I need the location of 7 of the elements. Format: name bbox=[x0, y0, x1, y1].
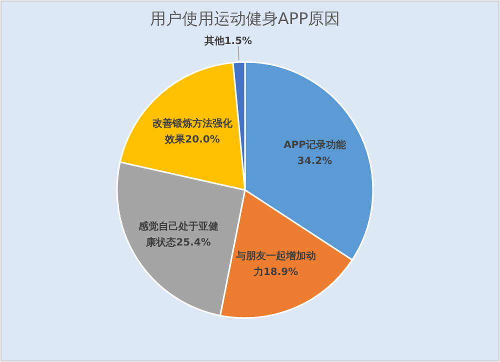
data-label: 34.2% bbox=[297, 156, 332, 168]
chart-title: 用户使用运动健身APP原因 bbox=[150, 9, 340, 28]
slice-label: 其他1.5% bbox=[203, 35, 252, 48]
slice-label: 感觉自己处于亚健康状态25.4% bbox=[138, 220, 219, 248]
slice-label: APP记录功能 bbox=[284, 139, 347, 152]
slice-label: 改善锻炼方法强化效果20.0% bbox=[152, 117, 234, 146]
slice-label: 与朋友一起增加动力18.9% bbox=[234, 250, 316, 278]
